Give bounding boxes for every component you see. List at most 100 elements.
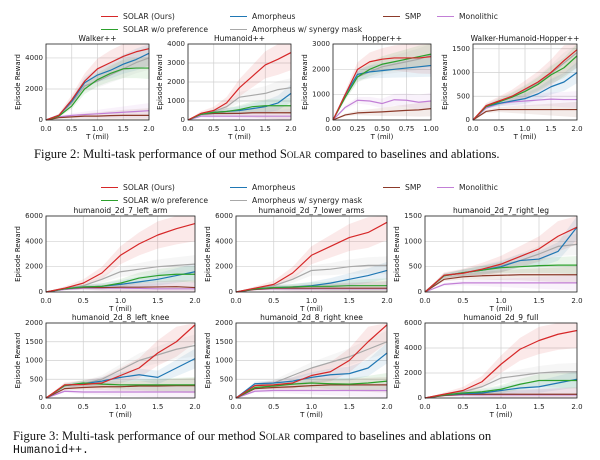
series-line-smp	[424, 393, 577, 399]
series-line-monolithic	[472, 98, 577, 121]
legend-line	[230, 186, 247, 189]
series-band	[333, 54, 431, 120]
chart-title: humanoid_2d_9_full	[464, 313, 539, 322]
series-band	[46, 255, 195, 292]
series-band	[46, 384, 195, 398]
series-band	[46, 323, 195, 398]
x-tick-label: 0.5	[268, 297, 279, 305]
series-line-monolithic	[332, 99, 432, 121]
x-tick-label: 0.5	[78, 403, 89, 411]
plot-frame	[45, 215, 196, 293]
plot-frame	[424, 322, 578, 399]
series-band	[473, 91, 577, 120]
series-line-monolithic	[45, 390, 195, 399]
chart-4: 0.0 0.5 1.0 1.5 2.0 0 2000 4000 6000 humanoid_2d_…	[14, 206, 201, 313]
legend-item-smp: SMP	[383, 183, 421, 192]
x-tick-label: 1.5	[533, 403, 544, 411]
series-band	[333, 44, 431, 120]
x-tick-label: 1.5	[344, 403, 355, 411]
legend-item-solar: SOLAR (Ours)	[101, 183, 175, 192]
x-tick-label: 0.0	[419, 297, 430, 305]
series-band	[46, 263, 195, 292]
y-tick-label: 1000	[25, 357, 43, 365]
chart-9: 0.0 0.5 1.0 1.5 2.0 0 2000 4000 6000 humanoid_2d_…	[393, 313, 583, 419]
series-line-smp	[235, 287, 387, 293]
x-tick-label: 0.0	[419, 403, 430, 411]
x-tick-label: 0.0	[230, 403, 241, 411]
series-line-monolithic	[45, 287, 195, 293]
legend-item-amorpheus-synergy: Amorpheus w/ synergy mask	[230, 25, 362, 34]
figure2-caption: Figure 2: Multi-task performance of our …	[34, 147, 500, 162]
y-axis-label: Episode Reward	[441, 54, 449, 110]
series-band	[425, 362, 577, 398]
y-tick-label: 6000	[25, 212, 43, 220]
x-tick-label: 0.50	[374, 125, 390, 133]
x-tick-label: 0.25	[350, 125, 366, 133]
y-tick-label: 500	[220, 375, 233, 383]
y-tick-label: 2000	[215, 319, 233, 327]
series-line-monolithic	[45, 110, 150, 121]
caption-method: Solar	[279, 147, 312, 161]
plot-frame	[235, 322, 388, 399]
figure2-legend: SOLAR (Ours) SOLAR w/o preference Amorph…	[0, 10, 600, 40]
series-line-smp	[424, 274, 577, 293]
y-tick-label: 2000	[25, 319, 43, 327]
y-tick-label: 1500	[25, 338, 43, 346]
y-tick-label: 500	[457, 92, 470, 100]
figure3-caption: Figure 3: Multi-task performance of our …	[13, 429, 491, 457]
y-tick-label: 4000	[215, 237, 233, 245]
series-band	[333, 44, 431, 120]
plot-frame	[45, 322, 196, 399]
y-axis-label: Episode Reward	[14, 54, 22, 110]
series-line-smp	[472, 108, 577, 121]
y-tick-label: 500	[30, 375, 43, 383]
plot-frame	[332, 43, 432, 121]
x-tick-label: 2.0	[381, 297, 392, 305]
y-tick-label: 2000	[167, 78, 185, 86]
series-band	[425, 323, 577, 398]
series-band	[333, 100, 431, 120]
series-band	[473, 61, 577, 120]
series-band	[46, 57, 149, 120]
x-tick-label: 1.0	[495, 403, 506, 411]
caption-method: Solar	[258, 429, 291, 443]
x-axis-label: T (mil)	[108, 411, 132, 419]
y-axis-label: Episode Reward	[156, 54, 164, 110]
x-tick-label: 1.0	[519, 125, 530, 133]
series-line-solar-w-o-preference	[424, 379, 577, 399]
chart-8: 0.0 0.5 1.0 1.5 2.0 0 500 1000 1500 2000 humanoid_…	[204, 313, 393, 419]
plot-frame	[235, 215, 388, 293]
y-tick-label: 1500	[215, 338, 233, 346]
series-band	[425, 371, 577, 398]
chart-title: Humanoid++	[214, 34, 265, 43]
y-tick-label: 1500	[404, 212, 422, 220]
legend-label: Monolithic	[459, 183, 498, 192]
x-tick-label: 0.5	[66, 125, 77, 133]
y-axis-label: Episode Reward	[14, 226, 22, 282]
y-tick-label: 0	[229, 288, 233, 296]
y-tick-label: 0	[418, 394, 422, 402]
y-tick-label: 1000	[404, 237, 422, 245]
x-tick-label: 0.5	[78, 297, 89, 305]
series-band	[333, 44, 431, 120]
series-line-solar-ours-	[424, 329, 578, 399]
series-line-amorpheus	[332, 64, 432, 121]
y-tick-label: 0	[466, 116, 470, 124]
x-tick-label: 2.0	[143, 125, 154, 133]
legend-item-solar-wo-pref: SOLAR w/o preference	[101, 25, 208, 34]
series-line-solar-ours-	[332, 56, 432, 121]
caption-text: Figure 3: Multi-task performance of our …	[13, 429, 259, 443]
y-tick-label: 4000	[167, 40, 185, 48]
y-tick-label: 0	[39, 116, 43, 124]
legend-label: SMP	[405, 12, 421, 21]
series-band	[236, 256, 387, 292]
series-band	[188, 109, 291, 120]
series-line-amorpheus-w-synergy-mask	[235, 341, 388, 399]
series-line-solar-w-o-preference	[472, 55, 578, 121]
x-axis-label: T (mil)	[299, 305, 323, 313]
series-line-solar-w-o-preference	[235, 380, 388, 399]
legend-line	[383, 15, 400, 18]
legend-label: SOLAR (Ours)	[123, 183, 175, 192]
y-tick-label: 1000	[452, 69, 470, 77]
